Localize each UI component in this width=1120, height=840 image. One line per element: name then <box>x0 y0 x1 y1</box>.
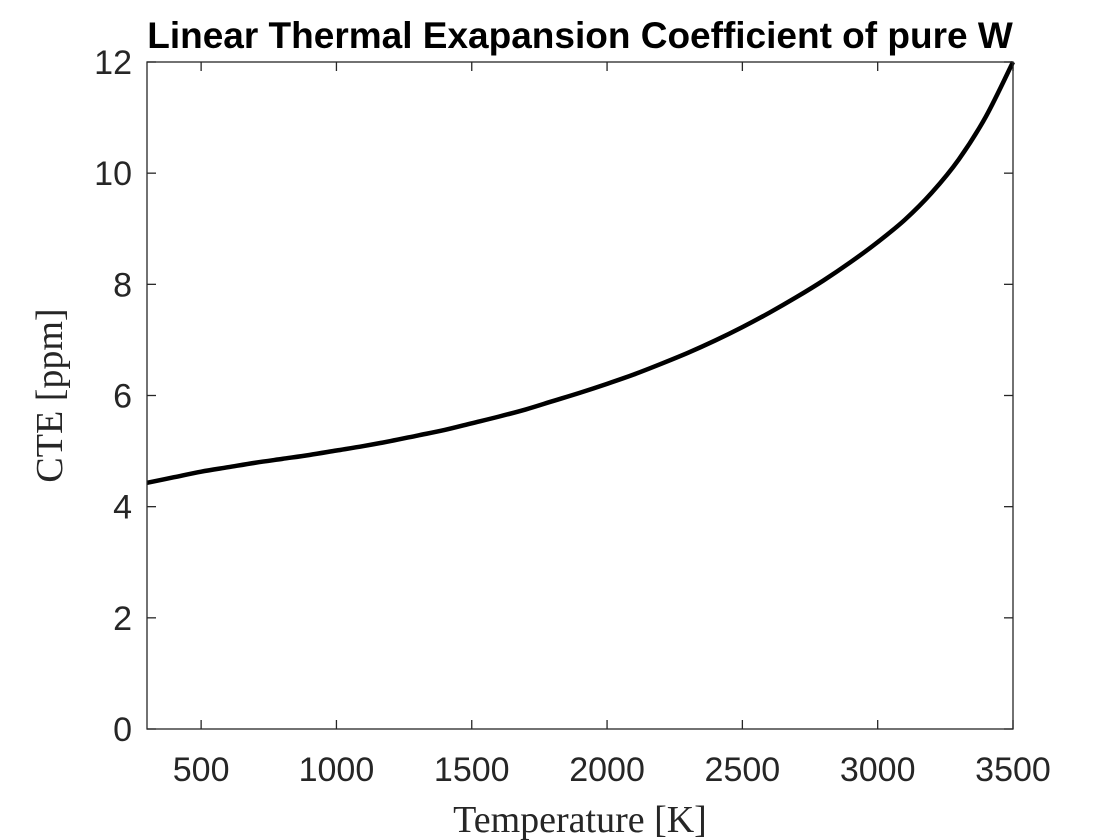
y-tick-label: 0 <box>113 711 132 749</box>
chart-title: Linear Thermal Exapansion Coefficient of… <box>147 15 1013 56</box>
x-axis-label: Temperature [K] <box>453 799 707 840</box>
y-tick-label: 2 <box>113 600 132 638</box>
y-tick-label: 8 <box>113 266 132 304</box>
x-tick-label: 1000 <box>299 751 375 789</box>
y-axis-label: CTE [ppm] <box>29 308 71 482</box>
plot-frame <box>146 61 1014 730</box>
x-tick-label: 2500 <box>705 751 781 789</box>
y-tick-label: 10 <box>94 155 132 193</box>
x-tick-label: 500 <box>173 751 230 789</box>
x-axis-tick-labels: 500 1000 1500 2000 2500 3000 3500 <box>173 751 1051 789</box>
x-tick-label: 3000 <box>840 751 916 789</box>
y-tick-label: 12 <box>94 44 132 82</box>
y-tick-label: 6 <box>113 378 132 416</box>
series-layer <box>146 60 1016 485</box>
y-tick-label: 4 <box>113 489 132 527</box>
y-axis-tick-labels: 0 2 4 6 8 10 12 <box>94 44 132 749</box>
cte-series-line <box>146 60 1016 485</box>
x-tick-label: 1500 <box>434 751 510 789</box>
x-tick-label: 2000 <box>569 751 645 789</box>
x-tick-label: 3500 <box>975 751 1051 789</box>
plot-area <box>147 62 1013 729</box>
